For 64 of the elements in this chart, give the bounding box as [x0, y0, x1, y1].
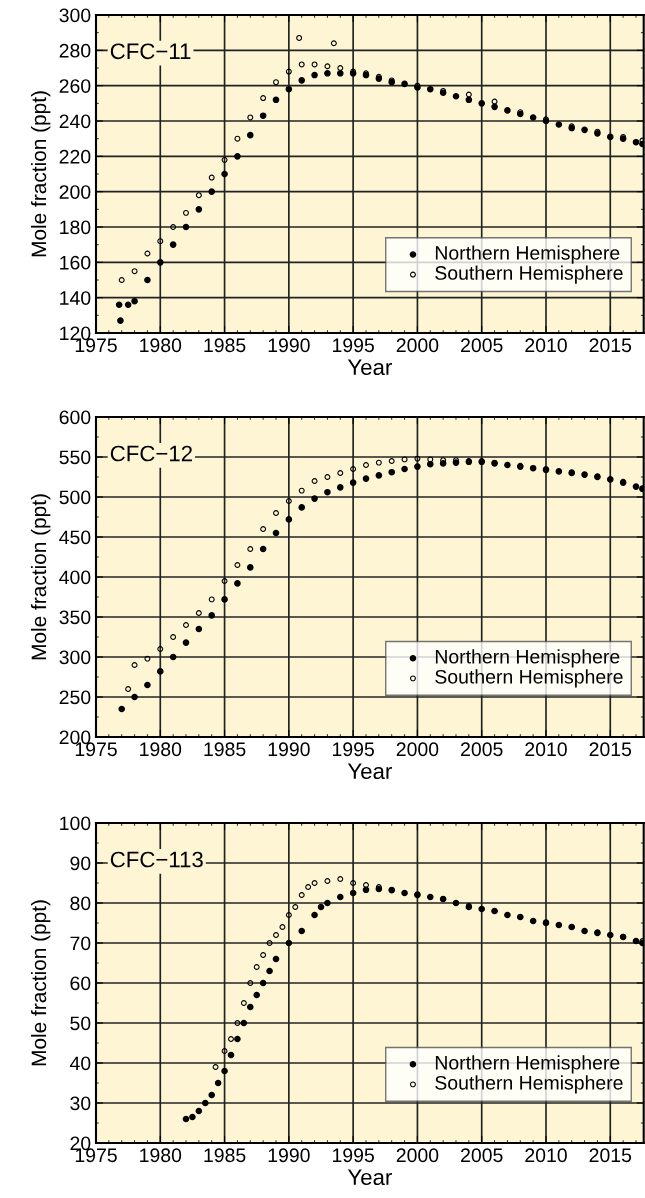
annotation: CFC−12 [110, 445, 192, 462]
y-tick-label: 350 [59, 610, 91, 625]
x-tick-label: 2000 [396, 742, 439, 757]
x-tick-label: 2005 [461, 1148, 503, 1163]
y-tick-label: 500 [59, 490, 91, 505]
x-tick-label: 2010 [525, 338, 567, 353]
y-tick-label: 300 [59, 8, 91, 23]
x-tick-label: 1985 [204, 742, 246, 757]
y-axis-title: Mole fraction (ppt) [30, 900, 51, 1066]
y-tick-label: 300 [59, 650, 91, 665]
x-tick-label: 2010 [525, 742, 567, 757]
x-tick-label: 2015 [589, 1148, 632, 1163]
y-tick-label: 90 [70, 856, 91, 871]
x-axis-title: Year [347, 763, 392, 780]
x-tick-label: 2005 [461, 742, 503, 757]
x-tick-label: 1990 [268, 742, 310, 757]
x-tick-label: 1985 [204, 1148, 246, 1163]
annotation: CFC−113 [110, 851, 203, 868]
legend-label: Northern Hemisphere [435, 1055, 620, 1074]
y-axis-title: Mole fraction (ppt) [30, 91, 51, 257]
y-tick-label: 220 [59, 149, 91, 164]
y-tick-label: 140 [60, 291, 91, 305]
y-tick-label: 100 [60, 816, 91, 831]
legend-label: Northern Hemisphere [435, 245, 620, 264]
x-tick-label: 1995 [333, 1148, 374, 1163]
y-tick-label: 30 [70, 1096, 91, 1111]
y-tick-label: 180 [60, 220, 91, 235]
x-tick-label: 1985 [204, 338, 246, 353]
annotation: CFC−11 [110, 43, 191, 60]
x-axis-title: Year [347, 1169, 392, 1186]
y-tick-label: 250 [59, 690, 91, 705]
x-tick-label: 1980 [140, 338, 182, 353]
legend-label: Southern Hemisphere [435, 265, 623, 284]
y-tick-label: 260 [59, 79, 91, 93]
x-tick-label: 1990 [268, 1148, 310, 1163]
y-tick-label: 280 [59, 43, 91, 58]
x-tick-label: 1980 [140, 742, 182, 757]
y-tick-label: 400 [59, 570, 91, 585]
legend-label: Northern Hemisphere [435, 649, 620, 668]
x-tick-label: 2015 [589, 742, 632, 757]
x-tick-label: 2010 [525, 1148, 567, 1163]
y-tick-label: 550 [59, 450, 91, 465]
x-tick-label: 2005 [461, 338, 503, 353]
y-tick-label: 40 [69, 1056, 91, 1071]
x-tick-label: 1980 [140, 1148, 182, 1163]
x-tick-label: 2000 [396, 338, 439, 353]
legend-label: Southern Hemisphere [435, 1075, 623, 1094]
y-tick-label: 60 [70, 976, 91, 991]
x-tick-label: 2000 [396, 1148, 439, 1163]
y-tick-label: 80 [70, 896, 91, 911]
legend-label: Southern Hemisphere [435, 669, 623, 688]
x-tick-label: 2015 [589, 338, 632, 353]
x-tick-label: 1995 [333, 338, 374, 353]
y-tick-label: 50 [70, 1016, 91, 1031]
y-tick-label: 70 [70, 936, 91, 951]
y-tick-label: 600 [59, 410, 91, 425]
y-tick-label: 450 [59, 530, 91, 545]
x-tick-label: 1990 [268, 338, 310, 353]
y-tick-label: 240 [59, 114, 91, 129]
y-axis-title: Mole fraction (ppt) [30, 494, 51, 660]
y-tick-label: 160 [60, 255, 91, 270]
y-tick-label: 200 [59, 185, 91, 199]
x-axis-title: Year [347, 359, 392, 376]
x-tick-label: 1995 [333, 742, 374, 757]
